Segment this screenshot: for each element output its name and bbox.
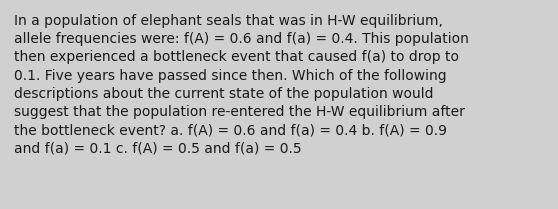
Text: In a population of elephant seals that was in H-W equilibrium,
allele frequencie: In a population of elephant seals that w… <box>14 14 469 155</box>
